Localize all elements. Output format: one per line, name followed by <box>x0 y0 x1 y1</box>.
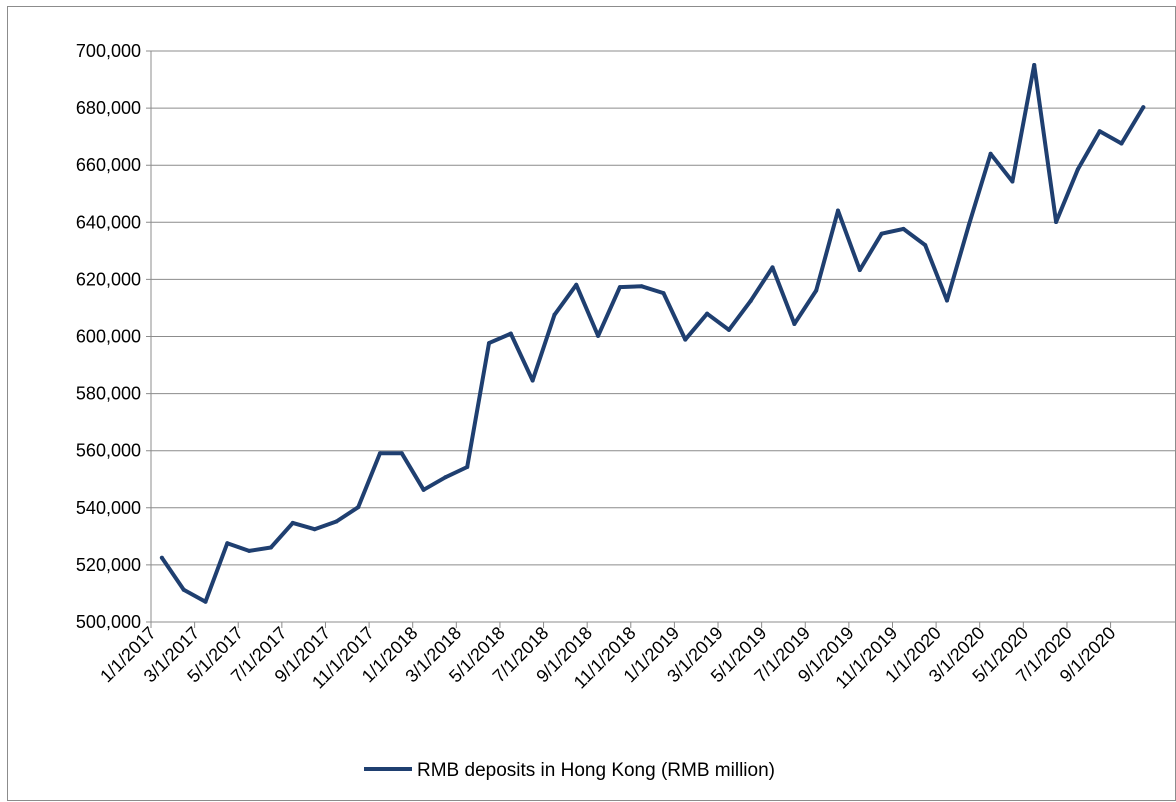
data-point <box>661 291 666 296</box>
data-point <box>181 587 186 592</box>
y-tick-label: 680,000 <box>76 98 141 118</box>
data-point <box>617 285 622 290</box>
gridlines <box>146 50 1176 623</box>
legend-label: RMB deposits in Hong Kong (RMB million) <box>417 760 775 781</box>
data-point <box>399 451 404 456</box>
series-line <box>159 63 1146 604</box>
data-point <box>596 333 601 338</box>
data-point <box>443 475 448 480</box>
data-point <box>465 464 470 469</box>
data-point <box>683 337 688 342</box>
data-point <box>726 327 731 332</box>
chart-area: 500,000 520,000 540,000 560,000 580,000 600,0… <box>7 6 1176 801</box>
data-point <box>945 298 950 303</box>
data-point <box>203 599 208 604</box>
y-tick-label: 540,000 <box>76 498 141 518</box>
data-point <box>487 341 492 346</box>
data-point <box>705 311 710 316</box>
data-point <box>508 331 513 336</box>
y-tick-label: 620,000 <box>76 269 141 289</box>
data-point <box>377 451 382 456</box>
y-tick-label: 580,000 <box>76 384 141 404</box>
data-point <box>988 151 993 156</box>
data-point <box>159 555 164 560</box>
data-point <box>1075 167 1080 172</box>
data-point <box>1119 141 1124 146</box>
data-point <box>552 312 557 317</box>
data-point <box>857 267 862 272</box>
y-tick-label: 640,000 <box>76 212 141 232</box>
data-point <box>312 527 317 532</box>
data-point <box>356 505 361 510</box>
data-point <box>268 545 273 550</box>
data-point <box>1054 220 1059 225</box>
y-tick-label: 520,000 <box>76 555 141 575</box>
data-point <box>923 243 928 248</box>
data-point <box>835 208 840 213</box>
series-layer <box>159 62 1146 604</box>
y-tick-label: 660,000 <box>76 155 141 175</box>
line-chart: 500,000 520,000 540,000 560,000 580,000 600,0… <box>76 41 1176 781</box>
data-point <box>1141 105 1146 110</box>
data-point <box>901 226 906 231</box>
y-tick-label: 600,000 <box>76 327 141 347</box>
data-point <box>792 321 797 326</box>
x-axis-tick-labels: 1/1/20173/1/20175/1/20177/1/20179/1/2017… <box>96 622 1119 693</box>
data-point <box>574 282 579 287</box>
data-point <box>966 223 971 228</box>
data-point <box>421 487 426 492</box>
data-point <box>1032 62 1037 67</box>
data-point <box>1097 129 1102 134</box>
y-tick-label: 500,000 <box>76 612 141 632</box>
y-tick-label: 560,000 <box>76 441 141 461</box>
data-point <box>225 541 230 546</box>
data-point <box>334 519 339 524</box>
data-point <box>814 288 819 293</box>
data-point <box>290 520 295 525</box>
data-point <box>247 548 252 553</box>
data-point <box>639 284 644 289</box>
data-point <box>770 265 775 270</box>
data-point <box>748 298 753 303</box>
data-point <box>530 378 535 383</box>
data-point <box>1010 179 1015 184</box>
data-point <box>879 231 884 236</box>
y-tick-label: 700,000 <box>76 41 141 61</box>
legend: RMB deposits in Hong Kong (RMB million) <box>364 760 775 781</box>
y-axis-tick-labels: 500,000 520,000 540,000 560,000 580,000 600,0… <box>76 41 141 632</box>
axes <box>150 51 1176 623</box>
